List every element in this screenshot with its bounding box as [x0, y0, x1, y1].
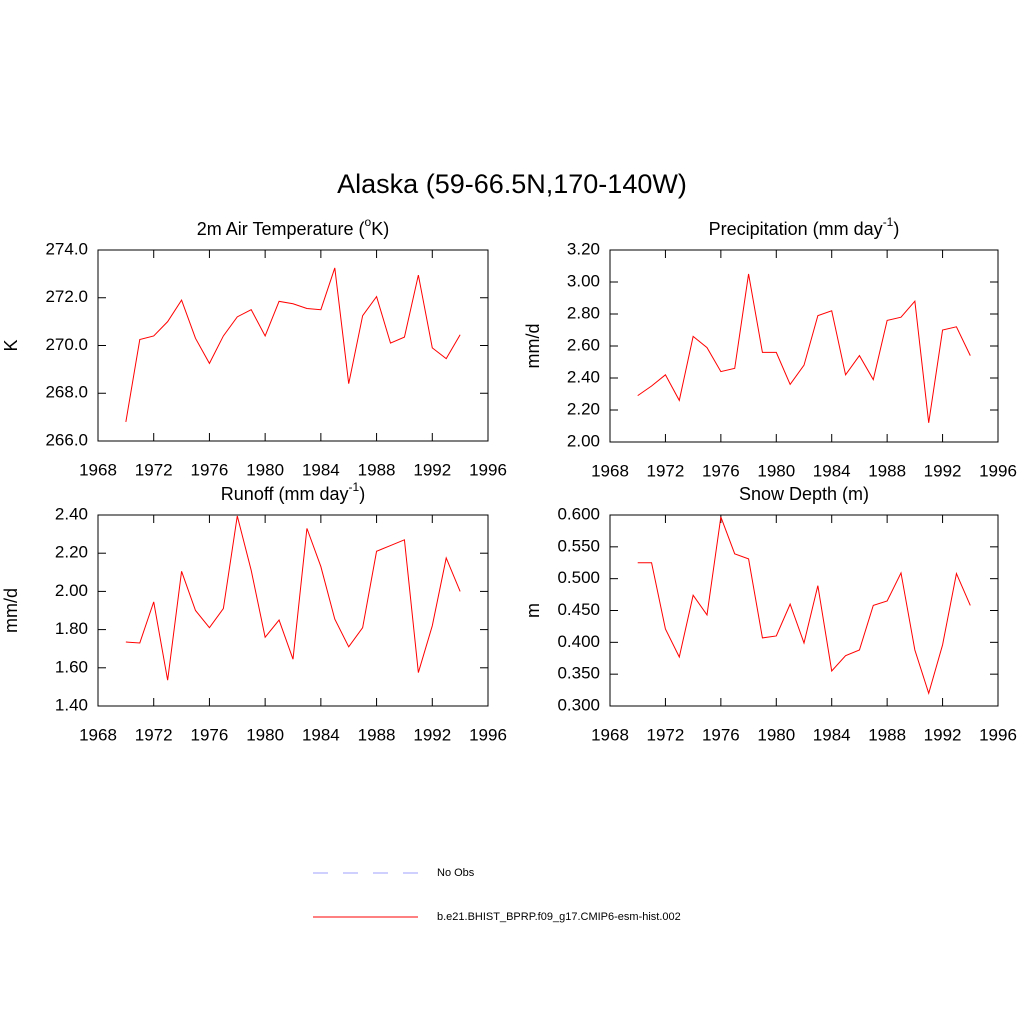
- y-tick-label: 1.80: [55, 619, 88, 638]
- x-tick-label: 1992: [413, 460, 451, 479]
- x-tick-label: 1996: [979, 725, 1017, 744]
- title-part: K): [371, 219, 389, 239]
- y-tick-label: 274.0: [45, 239, 88, 258]
- x-tick-label: 1980: [246, 460, 284, 479]
- title-part: Runoff (mm day: [221, 484, 349, 504]
- x-tick-label: 1992: [924, 725, 962, 744]
- y-tick-label: 2.00: [55, 581, 88, 600]
- panel-title: Precipitation (mm day-1): [709, 215, 900, 239]
- x-tick-label: 1980: [757, 725, 795, 744]
- x-tick-label: 1976: [191, 725, 229, 744]
- y-tick-label: 2.20: [567, 399, 600, 418]
- y-tick-label: 0.500: [557, 568, 600, 587]
- plot-frame: [609, 514, 999, 707]
- x-tick-label: 1984: [813, 725, 851, 744]
- title-part: o: [365, 215, 372, 229]
- y-tick-label: 0.550: [557, 536, 600, 555]
- y-tick-label: 266.0: [45, 430, 88, 449]
- data-line: [125, 267, 461, 422]
- x-tick-label: 1988: [868, 725, 906, 744]
- data-line: [125, 515, 461, 681]
- title-part: 2m Air Temperature (: [197, 219, 365, 239]
- x-tick-label: 1980: [246, 725, 284, 744]
- y-tick-label: 2.20: [55, 543, 88, 562]
- x-tick-label: 1992: [413, 725, 451, 744]
- y-axis-label: mm/d: [1, 588, 21, 633]
- y-tick-label: 1.40: [55, 695, 88, 714]
- x-tick-label: 1992: [924, 461, 962, 480]
- y-tick-label: 0.600: [557, 504, 600, 523]
- y-tick-label: 268.0: [45, 383, 88, 402]
- y-tick-label: 270.0: [45, 335, 88, 354]
- y-tick-label: 2.60: [567, 335, 600, 354]
- x-tick-label: 1988: [868, 461, 906, 480]
- y-tick-label: 0.350: [557, 664, 600, 683]
- x-tick-label: 1988: [358, 460, 396, 479]
- y-axis-label: mm/d: [523, 324, 543, 369]
- y-tick-label: 2.80: [567, 303, 600, 322]
- x-tick-label: 1996: [469, 460, 507, 479]
- x-tick-label: 1984: [813, 461, 851, 480]
- x-tick-label: 1968: [79, 460, 117, 479]
- y-tick-label: 2.00: [567, 431, 600, 450]
- x-tick-label: 1976: [702, 725, 740, 744]
- data-line: [637, 516, 971, 695]
- x-tick-label: 1976: [702, 461, 740, 480]
- data-line: [637, 273, 971, 423]
- y-tick-label: 0.400: [557, 632, 600, 651]
- y-tick-label: 2.40: [55, 504, 88, 523]
- x-tick-label: 1972: [647, 725, 685, 744]
- x-tick-label: 1984: [302, 460, 340, 479]
- y-axis-label: K: [1, 339, 21, 351]
- title-part: ): [893, 219, 899, 239]
- y-tick-label: 272.0: [45, 287, 88, 306]
- x-tick-label: 1968: [79, 725, 117, 744]
- x-tick-label: 1968: [591, 725, 629, 744]
- plot-frame: [97, 249, 489, 442]
- legend-label: No Obs: [437, 867, 475, 879]
- title-part: -1: [883, 215, 894, 229]
- panel-title: Runoff (mm day-1): [221, 480, 365, 504]
- y-tick-label: 0.300: [557, 695, 600, 714]
- x-tick-label: 1996: [469, 725, 507, 744]
- title-part: Precipitation (mm day: [709, 219, 883, 239]
- y-tick-label: 1.60: [55, 657, 88, 676]
- y-tick-label: 2.40: [567, 367, 600, 386]
- plot-frame: [97, 514, 489, 707]
- x-tick-label: 1972: [647, 461, 685, 480]
- x-tick-label: 1972: [135, 725, 173, 744]
- x-tick-label: 1984: [302, 725, 340, 744]
- panel-title: Snow Depth (m): [739, 484, 869, 504]
- x-tick-label: 1988: [358, 725, 396, 744]
- y-tick-label: 0.450: [557, 600, 600, 619]
- y-axis-label: m: [523, 603, 543, 618]
- y-tick-label: 3.20: [567, 239, 600, 258]
- title-part: Snow Depth (m): [739, 484, 869, 504]
- x-tick-label: 1968: [591, 461, 629, 480]
- x-tick-label: 1976: [191, 460, 229, 479]
- x-tick-label: 1996: [979, 461, 1017, 480]
- y-tick-label: 3.00: [567, 271, 600, 290]
- x-tick-label: 1972: [135, 460, 173, 479]
- x-tick-label: 1980: [757, 461, 795, 480]
- panel-title: 2m Air Temperature (oK): [197, 215, 389, 239]
- title-part: ): [359, 484, 365, 504]
- figure-title: Alaska (59-66.5N,170-140W): [337, 169, 687, 199]
- title-part: -1: [349, 480, 360, 494]
- legend-label: b.e21.BHIST_BPRP.f09_g17.CMIP6-esm-hist.…: [437, 911, 681, 923]
